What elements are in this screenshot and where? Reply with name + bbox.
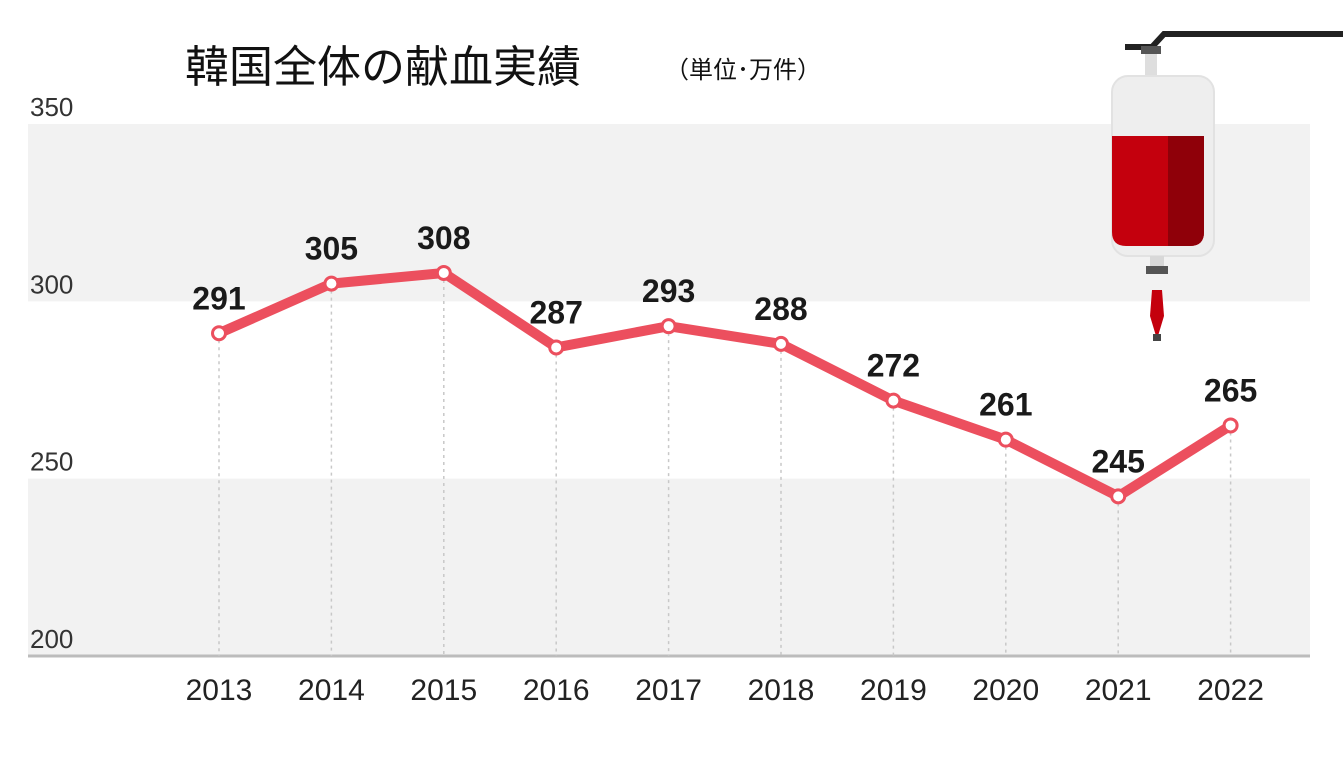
- series-line-group: [211, 264, 1239, 505]
- x-tick-label: 2018: [748, 674, 815, 707]
- data-label: 308: [417, 220, 470, 256]
- vertical-guides: [218, 272, 1232, 656]
- data-point: [773, 335, 789, 352]
- y-tick-label: 200: [30, 624, 73, 654]
- y-tick-label: 350: [30, 92, 73, 122]
- data-point: [1110, 488, 1127, 505]
- chart-title: 韓国全体の献血実績: [185, 42, 581, 93]
- data-labels: 291 305 308 287 293 288 272 261 245 265: [192, 220, 1257, 479]
- data-point: [997, 431, 1014, 448]
- x-tick-label: 2020: [972, 674, 1039, 707]
- data-label: 245: [1092, 443, 1145, 479]
- y-tick-label: 250: [30, 447, 73, 477]
- x-tick-label: 2019: [860, 674, 927, 707]
- data-label: 305: [305, 231, 358, 267]
- x-tick-label: 2017: [635, 674, 702, 707]
- x-tick-label: 2016: [523, 674, 590, 707]
- data-point: [660, 318, 677, 335]
- data-point: [435, 264, 452, 281]
- data-point: [885, 392, 902, 409]
- x-axis-ticks: 2013 2014 2015 2016 2017 2018 2019 2020 2021 2022: [186, 674, 1264, 707]
- chart-unit: （単位･万件）: [665, 56, 821, 84]
- y-axis-ticks: 200 250 300 350: [30, 92, 73, 654]
- data-label: 272: [867, 348, 920, 384]
- series-line: [214, 267, 1236, 502]
- data-point: [323, 275, 340, 292]
- blood-bag-icon: [1111, 31, 1343, 341]
- x-tick-label: 2021: [1085, 674, 1152, 707]
- data-point: [211, 325, 227, 342]
- x-tick-label: 2022: [1197, 674, 1264, 707]
- x-tick-label: 2014: [298, 674, 365, 707]
- data-label: 261: [979, 387, 1032, 423]
- data-label: 291: [192, 280, 245, 316]
- y-tick-label: 300: [30, 269, 73, 299]
- x-tick-label: 2013: [186, 674, 253, 707]
- background-band: [28, 124, 1310, 302]
- data-label: 293: [642, 273, 695, 309]
- data-point: [548, 339, 565, 356]
- x-tick-label: 2015: [410, 674, 477, 707]
- data-point: [1222, 417, 1239, 434]
- data-label: 265: [1204, 372, 1257, 408]
- data-label: 287: [530, 294, 583, 330]
- data-label: 288: [754, 291, 807, 327]
